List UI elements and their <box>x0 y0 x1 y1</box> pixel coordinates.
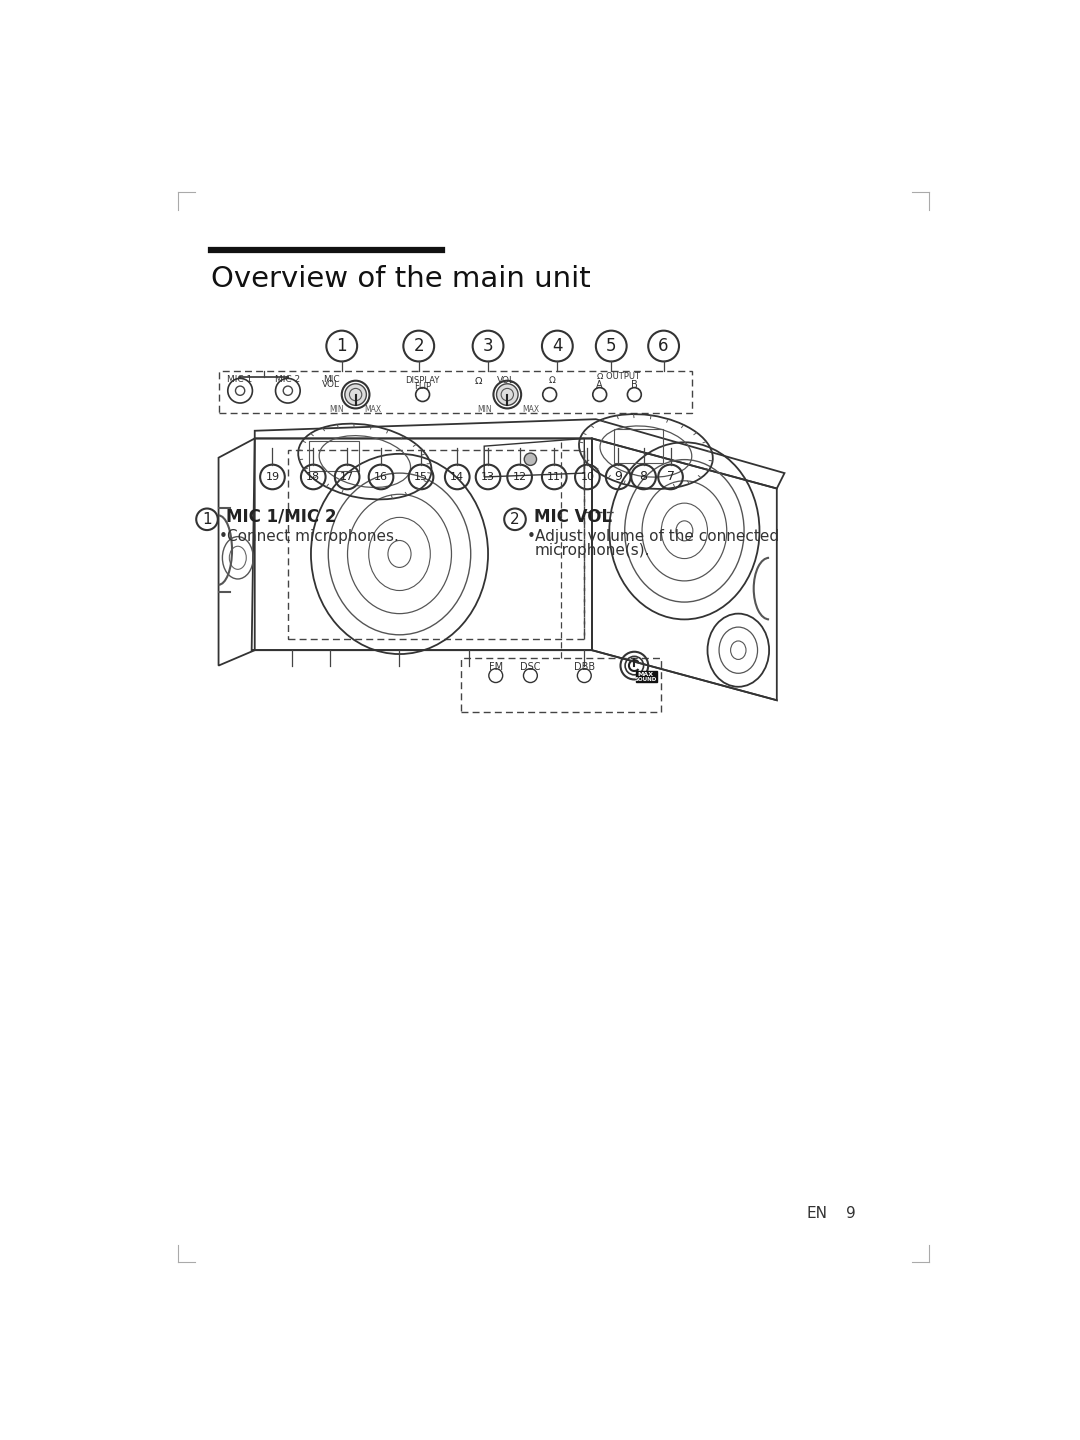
Text: 4: 4 <box>552 337 563 356</box>
Text: MIC 1/MIC 2: MIC 1/MIC 2 <box>226 508 337 526</box>
Text: MIC 1: MIC 1 <box>228 374 253 383</box>
Text: 5: 5 <box>606 337 617 356</box>
Text: A: A <box>596 380 603 390</box>
Text: 16: 16 <box>374 472 388 482</box>
Text: 14: 14 <box>450 472 464 482</box>
Text: 3: 3 <box>483 337 494 356</box>
Text: DISPLAY: DISPLAY <box>405 376 440 384</box>
Text: •: • <box>527 528 536 544</box>
Text: Ω: Ω <box>475 376 483 386</box>
Text: MIC 2: MIC 2 <box>275 374 300 383</box>
Text: 1: 1 <box>337 337 347 356</box>
Text: •: • <box>218 528 228 544</box>
Text: B: B <box>631 380 637 390</box>
Text: Adjust volume of the connected: Adjust volume of the connected <box>535 528 779 544</box>
Text: MIC: MIC <box>324 374 340 383</box>
Text: 15: 15 <box>414 472 428 482</box>
Text: 2: 2 <box>510 511 519 527</box>
Text: 9: 9 <box>615 471 622 484</box>
Text: 9: 9 <box>846 1207 855 1221</box>
Text: DSC: DSC <box>521 662 541 672</box>
FancyBboxPatch shape <box>636 671 657 681</box>
Text: MIC VOL: MIC VOL <box>535 508 612 526</box>
Text: 18: 18 <box>307 472 321 482</box>
Text: 7: 7 <box>666 471 675 484</box>
Text: MAX: MAX <box>638 671 654 677</box>
Text: FLIP: FLIP <box>414 382 431 390</box>
Text: 2: 2 <box>414 337 424 356</box>
Text: 12: 12 <box>513 472 527 482</box>
Circle shape <box>497 384 518 405</box>
Circle shape <box>524 454 537 465</box>
Text: 6: 6 <box>659 337 669 356</box>
Text: Connect microphones.: Connect microphones. <box>227 528 399 544</box>
Text: 8: 8 <box>639 471 648 484</box>
Text: microphone(s).: microphone(s). <box>535 543 650 557</box>
Text: Ω OUTPUT: Ω OUTPUT <box>597 373 640 382</box>
Text: 13: 13 <box>481 472 495 482</box>
Text: 17: 17 <box>340 472 354 482</box>
Text: VOL: VOL <box>322 380 340 389</box>
Text: 11: 11 <box>548 472 562 482</box>
Text: 1: 1 <box>202 511 212 527</box>
Bar <box>288 449 584 639</box>
Text: MIN: MIN <box>329 405 343 413</box>
Text: EN: EN <box>806 1207 827 1221</box>
Text: MAX: MAX <box>522 405 539 413</box>
Text: 19: 19 <box>266 472 280 482</box>
Bar <box>461 658 661 711</box>
Text: FM: FM <box>488 662 503 672</box>
Text: MIN: MIN <box>477 405 491 413</box>
Text: VOL: VOL <box>497 376 515 384</box>
Bar <box>218 370 692 413</box>
Text: DBB: DBB <box>573 662 595 672</box>
Circle shape <box>345 384 366 405</box>
Text: 10: 10 <box>580 472 594 482</box>
Text: MAX: MAX <box>364 405 381 413</box>
Text: Overview of the main unit: Overview of the main unit <box>211 265 591 294</box>
Text: Ω: Ω <box>549 376 555 384</box>
Text: SOUND: SOUND <box>635 677 657 683</box>
